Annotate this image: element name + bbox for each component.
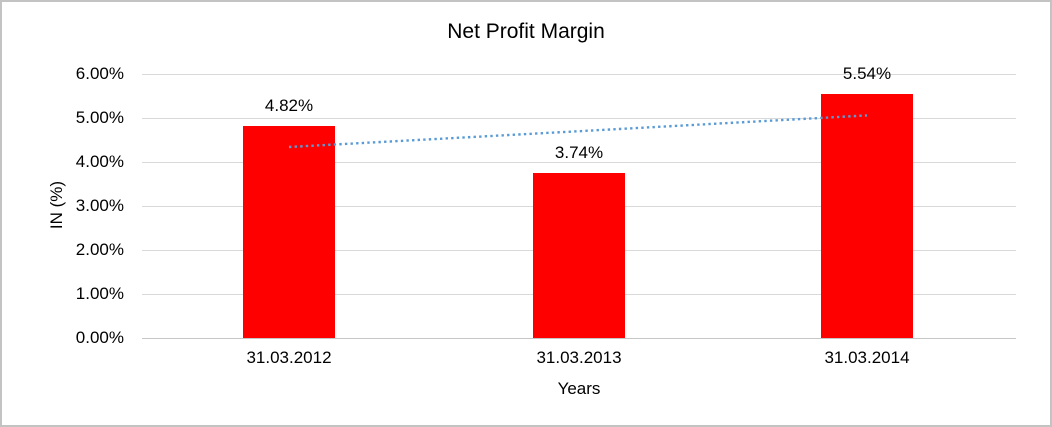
y-tick-label: 1.00% <box>75 284 124 303</box>
bar-value-label: 5.54% <box>842 64 892 83</box>
bar <box>243 126 335 338</box>
y-tick-label: 4.00% <box>75 152 124 171</box>
x-tick-label: 31.03.2012 <box>246 348 332 367</box>
y-tick-label: 0.00% <box>75 328 124 347</box>
bar <box>533 173 625 338</box>
x-axis-title: Years <box>557 379 601 398</box>
y-tick-label: 6.00% <box>75 64 124 83</box>
y-tick-label: 5.00% <box>75 108 124 127</box>
gridline <box>142 74 1016 75</box>
x-axis-line <box>142 338 1016 339</box>
x-tick-label: 31.03.2013 <box>536 348 622 367</box>
plot-area: 4.82% 3.74% 5.54% <box>142 64 1016 339</box>
bar-value-label: 4.82% <box>264 96 314 115</box>
y-tick-label: 3.00% <box>75 196 124 215</box>
bar-value-label: 3.74% <box>554 143 604 162</box>
y-tick-label: 2.00% <box>75 240 124 259</box>
bar <box>821 94 913 338</box>
chart-title: Net Profit Margin <box>447 20 605 43</box>
gridline <box>142 162 1016 163</box>
x-tick-label: 31.03.2014 <box>824 348 910 367</box>
